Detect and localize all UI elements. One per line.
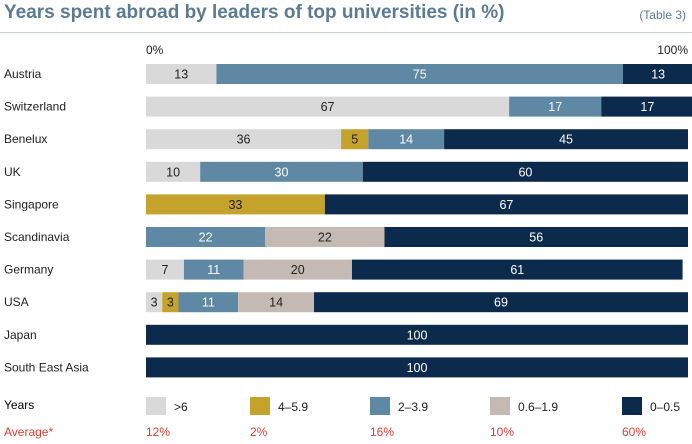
legend-label-1: 4–5.9: [278, 400, 309, 414]
data-label-singapore-1: 33: [228, 198, 242, 212]
average-value-0: 12%: [146, 425, 171, 439]
bar-segment-austria-0: [146, 64, 217, 84]
data-label-usa-3: 14: [269, 296, 283, 310]
legend-title: Years: [4, 398, 35, 412]
bar-segment-scandinavia-4: [384, 227, 688, 247]
bar-segment-austria-4: [622, 64, 692, 84]
average-value-1: 2%: [250, 425, 268, 439]
legend-swatch-1: [250, 397, 270, 415]
table-number: (Table 3): [639, 8, 686, 22]
category-label-south-east-asia: South East Asia: [4, 360, 89, 374]
data-label-usa-2: 11: [202, 296, 215, 310]
bar-segment-usa-2: [178, 292, 239, 313]
data-label-switzerland-0: 67: [321, 100, 335, 114]
bar-segment-scandinavia-2: [146, 227, 266, 247]
bar-segment-germany-3: [243, 259, 352, 280]
category-label-austria: Austria: [4, 67, 42, 81]
legend-swatch-3: [490, 397, 510, 415]
data-label-uk-4: 60: [518, 165, 532, 179]
bar-segment-switzerland-4: [601, 96, 692, 117]
data-label-benelux-4: 45: [559, 133, 573, 147]
category-label-usa: USA: [4, 295, 29, 309]
title-divider: [0, 32, 692, 33]
data-label-austria-0: 13: [174, 68, 188, 82]
bar-segment-uk-2: [200, 161, 363, 182]
data-label-benelux-1: 5: [351, 133, 358, 147]
legend-label-3: 0.6–1.9: [518, 400, 559, 414]
bar-segment-benelux-0: [146, 129, 342, 150]
data-label-singapore-4: 67: [499, 198, 513, 212]
bar-segment-usa-0: [146, 292, 163, 313]
data-label-benelux-0: 36: [237, 133, 251, 147]
bar-segment-austria-2: [216, 64, 623, 84]
chart-title: Years spent abroad by leaders of top uni…: [4, 2, 505, 23]
legend-label-4: 0–0.5: [650, 400, 681, 414]
bar-segment-uk-4: [362, 161, 688, 182]
data-label-germany-4: 61: [510, 263, 524, 277]
bar-segment-usa-4: [314, 292, 688, 313]
legend-label-2: 2–3.9: [398, 400, 429, 414]
category-label-benelux: Benelux: [4, 132, 47, 146]
data-label-austria-2: 75: [413, 68, 427, 82]
legend-label-0: >6: [174, 400, 188, 414]
bar-segment-switzerland-0: [146, 96, 510, 117]
data-label-benelux-2: 14: [399, 133, 413, 147]
data-label-switzerland-2: 17: [548, 100, 562, 114]
bar-segment-singapore-1: [146, 194, 325, 215]
data-label-austria-4: 13: [651, 68, 665, 82]
average-label: Average*: [4, 425, 54, 439]
average-value-4: 60%: [622, 425, 647, 439]
data-label-usa-4: 69: [494, 296, 508, 310]
data-label-switzerland-4: 17: [640, 100, 654, 114]
bar-segment-singapore-4: [324, 194, 688, 215]
data-label-uk-2: 30: [275, 165, 289, 179]
bar-segment-usa-3: [238, 292, 315, 313]
data-label-germany-2: 11: [207, 263, 220, 277]
category-label-japan: Japan: [4, 328, 37, 342]
average-value-2: 16%: [370, 425, 395, 439]
bar-segment-benelux-1: [341, 129, 369, 150]
bar-segment-japan-4: [146, 324, 688, 345]
bar-segment-uk-0: [146, 161, 201, 182]
bar-segment-germany-2: [183, 259, 244, 280]
axis-label-end: 100%: [657, 43, 688, 57]
data-label-germany-3: 20: [291, 263, 305, 277]
average-value-3: 10%: [490, 425, 515, 439]
data-label-scandinavia-3: 22: [318, 231, 332, 245]
legend-swatch-0: [146, 397, 166, 415]
bar-segment-switzerland-2: [509, 96, 602, 117]
legend-swatch-4: [622, 397, 642, 415]
data-label-germany-0: 7: [161, 263, 168, 277]
category-label-germany: Germany: [4, 263, 53, 277]
category-label-switzerland: Switzerland: [4, 100, 66, 114]
data-label-scandinavia-4: 56: [529, 231, 543, 245]
legend-swatch-2: [370, 397, 390, 415]
bar-segment-germany-0: [146, 259, 184, 280]
data-label-uk-0: 10: [166, 165, 180, 179]
data-label-scandinavia-2: 22: [199, 231, 213, 245]
category-label-uk: UK: [4, 165, 21, 179]
bar-segment-benelux-4: [444, 129, 688, 150]
category-label-singapore: Singapore: [4, 197, 59, 211]
data-label-south-east-asia-4: 100: [407, 361, 428, 375]
bar-segment-scandinavia-3: [265, 227, 385, 247]
axis-label-start: 0%: [146, 43, 164, 57]
bar-segment-germany-4: [351, 259, 683, 280]
bar-segment-usa-1: [162, 292, 179, 313]
data-label-japan-4: 100: [407, 328, 428, 342]
category-label-scandinavia: Scandinavia: [4, 230, 70, 244]
data-label-usa-1: 3: [167, 296, 174, 310]
bar-segment-benelux-2: [368, 129, 445, 150]
bar-segment-south-east-asia-4: [146, 357, 688, 378]
data-label-usa-0: 3: [151, 296, 158, 310]
